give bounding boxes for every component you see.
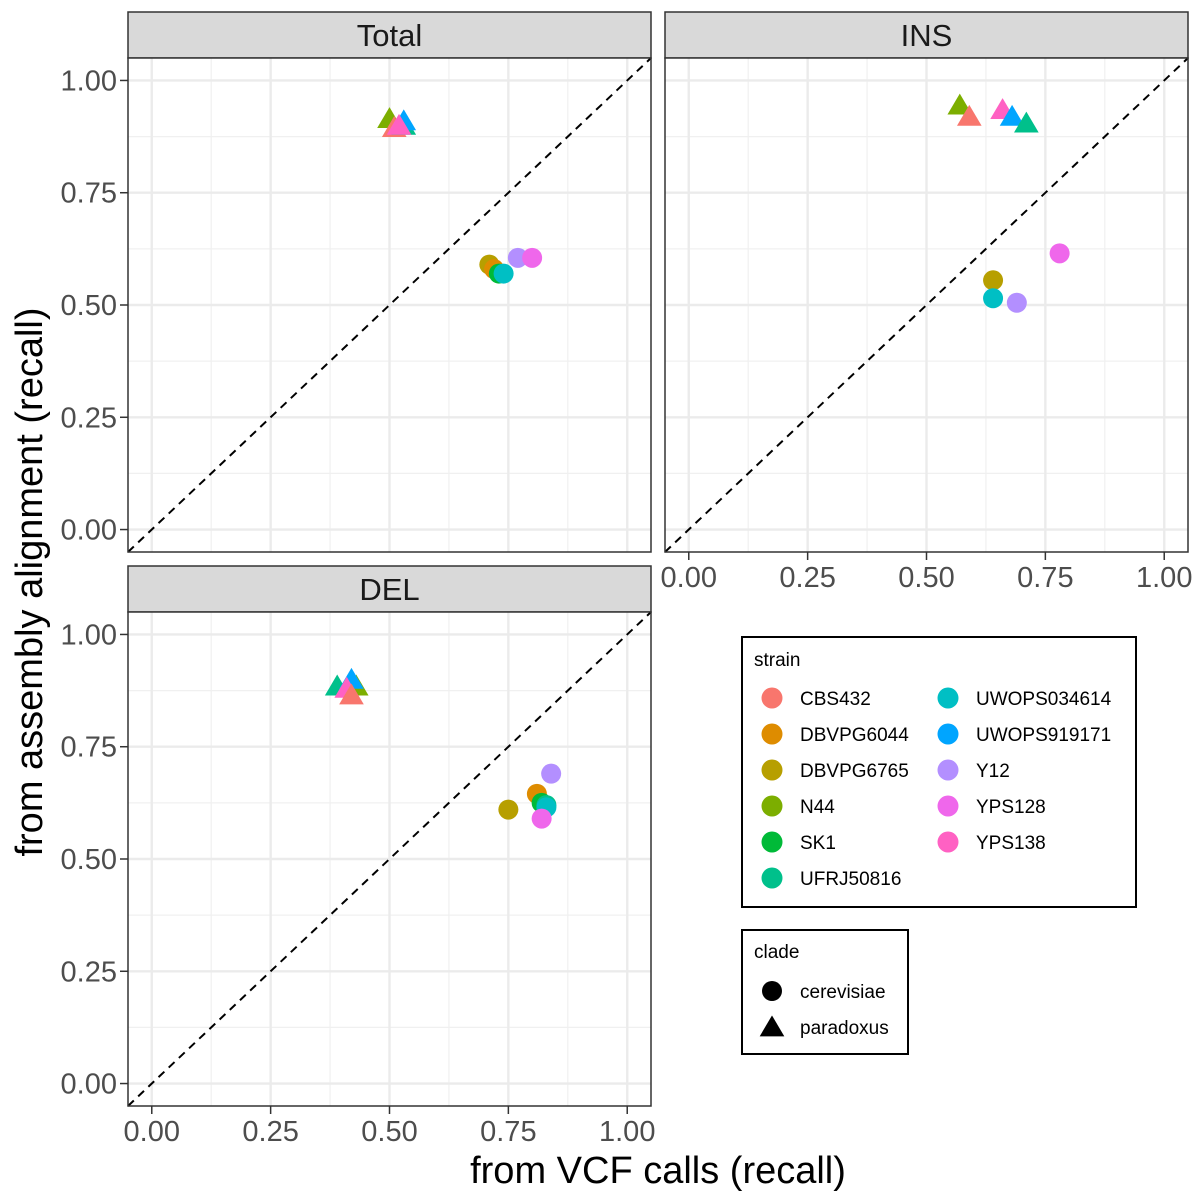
legend-key-cerevisiae	[762, 981, 782, 1001]
panel-ins: INS	[664, 11, 1189, 553]
y-tick-label: 1.00	[61, 619, 117, 651]
y-tick-label: 0.25	[61, 402, 117, 434]
legend-key-yps138	[937, 831, 959, 853]
x-tick-label: 1.00	[599, 1116, 655, 1148]
x-tick-label: 1.00	[1136, 562, 1192, 594]
y-axis-title: from assembly alignment (recall)	[9, 307, 51, 856]
legend-label-n44: N44	[800, 797, 835, 818]
legend-label-uwops034614: UWOPS034614	[976, 689, 1112, 710]
legend-key-uwops034614	[937, 687, 959, 709]
point-triangle	[947, 93, 973, 115]
x-tick-label: 0.75	[480, 1116, 536, 1148]
axis-ticks: 0.00 0.25 0.50 0.75 1.00 0.00 0.25 0.50 0.75 1.00…	[61, 65, 1193, 1148]
point-circle	[1006, 292, 1027, 313]
strip-label-total: Total	[357, 18, 422, 53]
legend-key-dbvpg6765	[761, 759, 783, 781]
x-tick-label: 0.00	[124, 1116, 180, 1148]
legend-strain: strain CBS432 DBVPG6044 DBVPG6765 N44 SK1 UFR…	[741, 636, 1137, 908]
point-circle	[541, 763, 562, 784]
reference-line	[127, 611, 652, 1107]
legend-label-yps128: YPS128	[976, 797, 1046, 818]
point-triangle	[386, 113, 412, 135]
y-tick-label: 0.00	[61, 515, 117, 547]
legend-key-paradoxus	[759, 1015, 785, 1037]
reference-line	[127, 57, 652, 553]
point-circle	[983, 288, 1004, 309]
point-circle	[507, 247, 528, 268]
x-tick-label: 0.25	[242, 1116, 298, 1148]
x-tick-label: 0.50	[361, 1116, 417, 1148]
strip-ins	[664, 11, 1189, 59]
strip-total	[127, 11, 652, 59]
strip-label-del: DEL	[359, 572, 419, 607]
legend-key-sk1	[761, 831, 783, 853]
point-circle	[522, 247, 543, 268]
y-tick-label: 0.50	[61, 290, 117, 322]
x-tick-label: 0.50	[898, 562, 954, 594]
point-triangle	[1014, 111, 1039, 133]
x-tick-label: 0.00	[661, 562, 717, 594]
point-circle	[493, 263, 514, 284]
legend-label-ufrj50816: UFRJ50816	[800, 869, 901, 890]
point-circle	[498, 799, 519, 820]
y-tick-label: 0.50	[61, 844, 117, 876]
y-tick-label: 0.25	[61, 956, 117, 988]
legend-strain-title: strain	[754, 650, 800, 671]
y-tick-label: 0.75	[61, 178, 117, 210]
y-tick-label: 0.75	[61, 732, 117, 764]
legend-key-uwops919171	[937, 723, 959, 745]
legend-clade-title: clade	[754, 942, 799, 963]
legend-clade: clade cerevisiae paradoxus	[741, 929, 909, 1055]
legend-key-dbvpg6044	[761, 723, 783, 745]
legend-label-uwops919171: UWOPS919171	[976, 725, 1111, 746]
x-axis-title: from VCF calls (recall)	[470, 1150, 846, 1192]
legend-key-cbs432	[761, 687, 783, 709]
panel-total: Total	[127, 11, 652, 553]
legend-label-cerevisiae: cerevisiae	[800, 982, 886, 1003]
legend-key-n44	[761, 795, 783, 817]
reference-line	[664, 57, 1189, 553]
strip-del	[127, 565, 652, 613]
point-circle	[531, 808, 552, 829]
legend-label-dbvpg6765: DBVPG6765	[800, 761, 909, 782]
x-tick-label: 0.75	[1017, 562, 1073, 594]
panel-del: DEL	[127, 565, 652, 1107]
y-tick-label: 0.00	[61, 1069, 117, 1101]
y-tick-label: 1.00	[61, 65, 117, 97]
legend-key-yps128	[937, 795, 959, 817]
legend-key-ufrj50816	[761, 867, 783, 889]
x-tick-label: 0.25	[779, 562, 835, 594]
point-triangle	[339, 683, 364, 705]
point-triangle	[999, 104, 1025, 126]
legend-label-paradoxus: paradoxus	[800, 1018, 889, 1039]
point-circle	[983, 270, 1004, 291]
strip-label-ins: INS	[901, 18, 953, 53]
legend-label-cbs432: CBS432	[800, 689, 871, 710]
point-circle	[1049, 243, 1070, 264]
legend-label-dbvpg6044: DBVPG6044	[800, 725, 909, 746]
legend-label-yps138: YPS138	[976, 833, 1046, 854]
legend-key-y12	[937, 759, 959, 781]
legend-label-y12: Y12	[976, 761, 1010, 782]
legend-label-sk1: SK1	[800, 833, 836, 854]
point-triangle	[956, 104, 982, 126]
